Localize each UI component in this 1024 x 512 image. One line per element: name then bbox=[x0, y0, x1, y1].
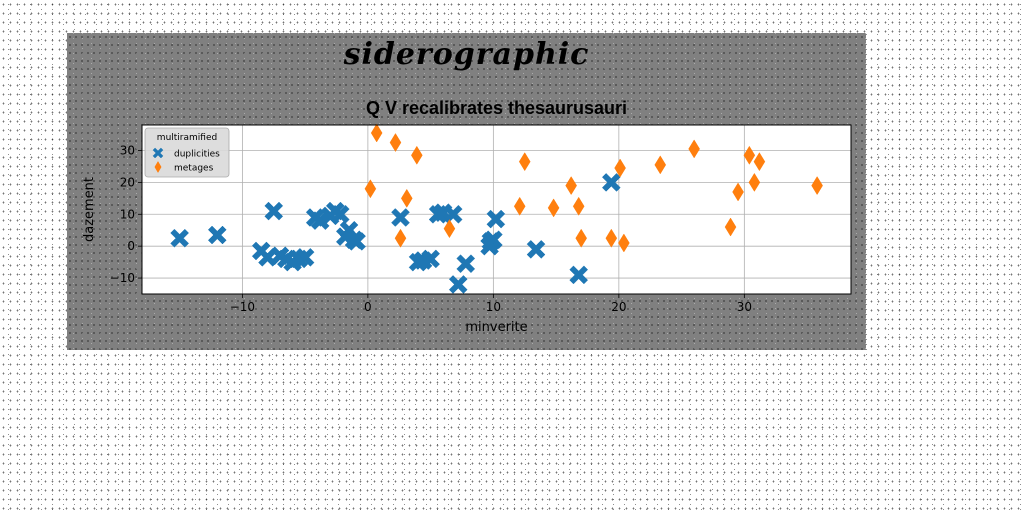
data-point-metages bbox=[370, 123, 383, 143]
data-point-duplicities bbox=[207, 225, 227, 245]
data-point-metages bbox=[572, 196, 585, 216]
x-tick-label: 20 bbox=[611, 300, 626, 314]
data-point-metages bbox=[364, 179, 377, 199]
data-point-duplicities bbox=[526, 240, 546, 259]
x-tick-label: 10 bbox=[486, 300, 501, 314]
legend-marker-metages bbox=[154, 161, 162, 173]
x-tick-label: −10 bbox=[230, 300, 255, 314]
chart-canvas: Q V recalibrates thesaurusauri −10 0 10 20 30… bbox=[82, 98, 852, 335]
x-tick-label: 30 bbox=[737, 300, 752, 314]
data-point-duplicities bbox=[170, 228, 189, 248]
data-point-duplicities bbox=[347, 232, 366, 251]
legend-title: multiramified bbox=[157, 133, 217, 143]
data-point-metages bbox=[811, 176, 823, 196]
data-point-metages bbox=[400, 188, 413, 208]
data-point-duplicities bbox=[295, 247, 315, 267]
y-axis-label: dazement bbox=[82, 177, 97, 242]
data-point-duplicities bbox=[484, 230, 503, 250]
data-point-metages bbox=[614, 158, 626, 178]
data-point-metages bbox=[518, 152, 531, 172]
figure: siderographic Q V recalibrates thesaurus… bbox=[67, 33, 866, 350]
legend-label-metages: metages bbox=[174, 164, 214, 174]
data-point-duplicities bbox=[456, 254, 476, 274]
data-point-metages bbox=[605, 228, 618, 248]
data-point-metages bbox=[654, 155, 667, 175]
plot-area bbox=[142, 125, 851, 294]
chart-title: Q V recalibrates thesaurusauri bbox=[366, 98, 627, 118]
data-point-metages bbox=[547, 198, 560, 218]
y-tick-label: −10 bbox=[110, 271, 135, 285]
data-point-duplicities bbox=[448, 275, 468, 294]
legend-box bbox=[144, 127, 230, 178]
data-point-metages bbox=[394, 228, 407, 248]
data-point-duplicities bbox=[421, 249, 440, 269]
data-point-duplicities bbox=[443, 204, 463, 224]
data-point-metages bbox=[618, 233, 630, 253]
data-point-metages bbox=[748, 172, 761, 192]
x-axis-label: minverite bbox=[465, 320, 527, 335]
data-point-metages bbox=[743, 145, 756, 165]
data-point-duplicities bbox=[486, 209, 506, 229]
data-point-duplicities bbox=[601, 173, 621, 192]
y-tick-label: 10 bbox=[120, 207, 135, 221]
y-tick-label: 30 bbox=[120, 144, 135, 158]
data-point-metages bbox=[443, 219, 456, 239]
figure-suptitle: siderographic bbox=[343, 37, 590, 72]
data-point-duplicities bbox=[569, 265, 589, 285]
data-point-metages bbox=[575, 228, 587, 248]
data-point-metages bbox=[565, 176, 577, 196]
x-tick-label: 0 bbox=[364, 300, 372, 314]
legend-label-duplicities: duplicities bbox=[174, 150, 220, 160]
y-tick-label: 20 bbox=[120, 175, 135, 189]
axes-frame bbox=[141, 124, 852, 295]
data-point-duplicities bbox=[391, 208, 410, 227]
legend-marker-duplicities bbox=[152, 147, 164, 159]
data-point-metages bbox=[732, 182, 744, 202]
data-point-metages bbox=[389, 133, 402, 153]
data-point-metages bbox=[688, 139, 700, 159]
data-point-metages bbox=[724, 217, 737, 237]
data-point-metages bbox=[411, 145, 423, 165]
data-point-duplicities bbox=[264, 201, 284, 221]
data-point-metages bbox=[753, 152, 766, 172]
y-tick-label: 0 bbox=[127, 239, 135, 253]
data-point-metages bbox=[513, 196, 526, 216]
